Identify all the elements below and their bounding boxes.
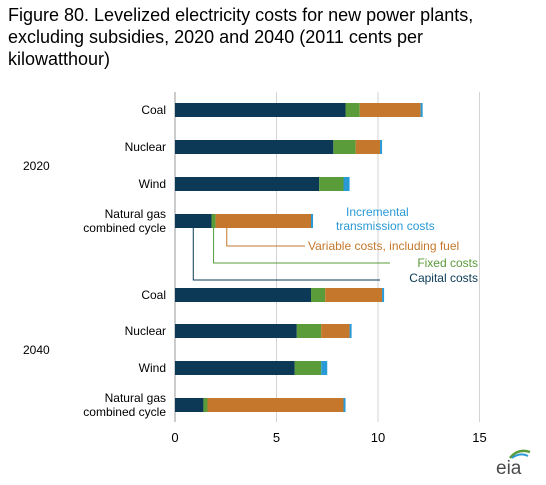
bar-2040-3-series-1 xyxy=(203,398,208,412)
bar-2040-0-series-2 xyxy=(325,288,383,302)
bar-2020-3-series-3 xyxy=(311,214,314,228)
category-label: Coal xyxy=(141,103,166,117)
category-label: combined cycle xyxy=(83,221,166,235)
bar-2040-2-series-1 xyxy=(294,361,322,375)
x-tick-label: 10 xyxy=(371,430,385,445)
bar-2020-0-series-1 xyxy=(345,103,360,117)
bars xyxy=(175,103,423,412)
bar-2020-2-series-0 xyxy=(175,177,320,191)
group-label-2040: 2040 xyxy=(23,343,50,357)
x-axis-ticks: 0 5 10 15 xyxy=(171,430,486,445)
annotation-label-1: Variable costs, including fuel xyxy=(308,239,459,253)
bar-2040-1-series-2 xyxy=(321,324,350,338)
category-label: Wind xyxy=(139,177,166,191)
bar-2020-0-series-0 xyxy=(175,103,346,117)
bar-2040-3-series-3 xyxy=(343,398,346,412)
bar-2040-2-series-3 xyxy=(321,361,328,375)
bar-2040-0-series-1 xyxy=(311,288,326,302)
x-tick-label: 15 xyxy=(472,430,486,445)
bar-2020-3-series-1 xyxy=(211,214,216,228)
bar-2020-0-series-3 xyxy=(420,103,423,117)
category-label: Coal xyxy=(141,288,166,302)
bar-2020-2-series-3 xyxy=(343,177,350,191)
category-label: Nuclear xyxy=(125,324,166,338)
eia-logo-icon xyxy=(509,449,531,459)
bar-2040-1-series-3 xyxy=(349,324,352,338)
bar-2020-1-series-2 xyxy=(355,140,381,154)
bar-2020-1-series-0 xyxy=(175,140,334,154)
bar-2040-3-series-2 xyxy=(207,398,344,412)
category-label: Wind xyxy=(139,361,166,375)
bar-2020-1-series-3 xyxy=(380,140,383,154)
annotation-leader-1 xyxy=(226,228,305,247)
eia-logo-text: eia xyxy=(496,458,522,479)
annotation-label-2: Fixed costs xyxy=(417,256,478,270)
bar-2020-3-series-0 xyxy=(175,214,212,228)
bar-2020-2-series-1 xyxy=(319,177,344,191)
annotation-label-0: Incremental xyxy=(346,205,409,219)
bar-2040-3-series-0 xyxy=(175,398,204,412)
bar-2020-1-series-1 xyxy=(333,140,356,154)
bar-2040-1-series-1 xyxy=(296,324,322,338)
category-label: Natural gas xyxy=(105,391,166,405)
x-tick-label: 0 xyxy=(171,430,178,445)
x-tick-label: 5 xyxy=(273,430,280,445)
annotation-leader-3 xyxy=(192,228,380,281)
bar-2040-2-series-0 xyxy=(175,361,295,375)
chart-title: Figure 80. Levelized electricity costs f… xyxy=(8,5,474,69)
bar-2020-0-series-2 xyxy=(359,103,421,117)
category-label: Nuclear xyxy=(125,140,166,154)
annotation-label-3: Capital costs xyxy=(409,271,478,285)
bar-2040-1-series-0 xyxy=(175,324,297,338)
category-label: Natural gas xyxy=(105,207,166,221)
annotation-label-0: transmission costs xyxy=(336,219,435,233)
group-label-2020: 2020 xyxy=(23,159,50,173)
bar-2040-0-series-3 xyxy=(382,288,385,302)
category-label: combined cycle xyxy=(83,405,166,419)
bar-2040-0-series-0 xyxy=(175,288,312,302)
bar-2020-3-series-2 xyxy=(215,214,312,228)
annotation-leader-2 xyxy=(213,228,390,264)
